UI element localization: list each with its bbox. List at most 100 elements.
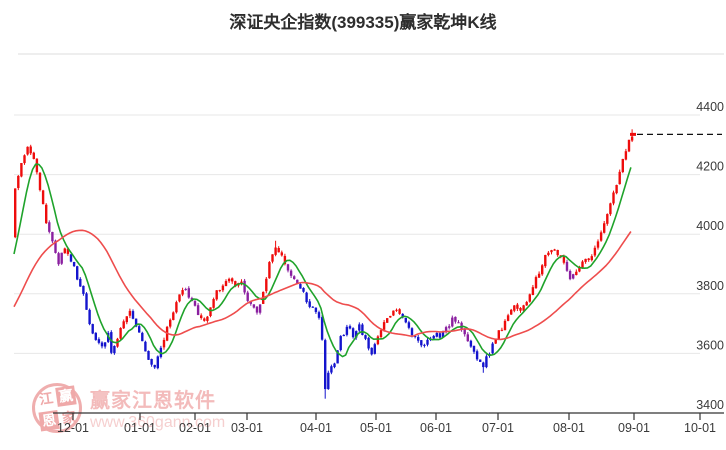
candle-body [448,326,451,328]
candle-body [48,222,51,232]
candle-body [320,317,324,340]
candle-body [333,363,336,368]
candle-body [296,279,299,284]
candle-body [38,172,42,191]
candle-body [162,339,166,348]
candle-body [379,330,383,338]
watermark-url: www.360gann.com [90,414,226,431]
candle-body [565,261,569,271]
candle-body [122,321,125,329]
candle-body [66,248,70,254]
candle-body [516,304,519,309]
candle-body [76,266,79,280]
candle-body [113,345,116,354]
candle-body [94,332,97,340]
candle-body [568,271,572,280]
slow-ma-line [13,229,632,341]
candle-body [432,335,435,339]
candle-body [231,278,234,282]
candle-body [606,214,609,224]
candle-body [26,146,29,155]
candle-body [420,340,423,346]
candle-body [317,312,321,318]
candle-body [482,362,485,368]
candle-body [265,278,268,292]
candle-body [544,254,547,267]
y-axis-label: 4200 [696,160,724,174]
candle-body [590,256,593,261]
candle-body [497,330,500,340]
candle-body [187,288,190,298]
candle-body [41,190,45,205]
candle-body [553,249,556,251]
candle-body [153,364,156,368]
candle-body [572,274,575,279]
candle-body [367,337,370,349]
candle-body [355,331,358,338]
candle-body [376,336,380,345]
candle-body [599,232,603,241]
candle-body [522,305,525,311]
candle-body [172,312,175,320]
candle-body [128,310,132,316]
candle-body [280,252,283,256]
candle-body [134,318,138,327]
candle-body [20,163,23,177]
candle-body [289,270,293,276]
candle-body [578,266,581,272]
candle-body [88,309,91,325]
candle-body [479,359,482,362]
candle-body [215,290,218,300]
candle-body [466,334,469,342]
candle-body [203,318,206,321]
watermark: 江赢恩家 赢家江恩软件 www.360gann.com [28,379,225,437]
candle-body [423,344,426,346]
candle-body [407,322,411,328]
candle-body [342,335,345,337]
candle-body [413,335,417,337]
candle-body [255,306,259,313]
candle-body [441,331,445,338]
x-tick-label: 03-01 [231,421,263,435]
candle-body [119,328,122,339]
candle-body [469,340,473,347]
watermark-text: 赢家江恩软件 www.360gann.com [90,384,225,432]
candle-body [457,322,460,324]
candle-body [541,265,544,275]
watermark-brand: 赢家江恩软件 [90,390,216,412]
candle-body [181,290,184,295]
candle-body [550,250,553,253]
candle-body [221,285,225,291]
candle-body [609,203,612,215]
candle-body [206,316,209,321]
candle-body [575,271,578,276]
candle-body [79,278,82,287]
candle-body [503,320,507,331]
candle-body [500,329,504,331]
candle-body [618,171,621,185]
candle-body [100,342,104,347]
candle-body [258,304,262,313]
y-axis-label: 3400 [696,398,724,412]
candle-body [392,310,395,316]
candle-body [404,317,407,323]
candle-body [398,309,401,314]
x-tick-label: 01-01 [124,421,156,435]
candle-body [370,347,373,355]
candle-body [556,250,559,256]
candle-body [32,152,35,159]
candle-body [528,294,531,302]
candle-body [587,258,590,260]
candle-body [299,284,302,289]
x-tick-label: 10-01 [684,421,716,435]
candle-body [395,309,398,311]
candle-body [581,261,584,268]
candle-body [63,248,66,254]
candle-body [358,324,361,331]
y-axis-label: 3800 [696,279,724,293]
candle-body [627,139,631,152]
candle-body [57,253,60,265]
candle-body [91,324,94,334]
candle-body [624,151,628,160]
